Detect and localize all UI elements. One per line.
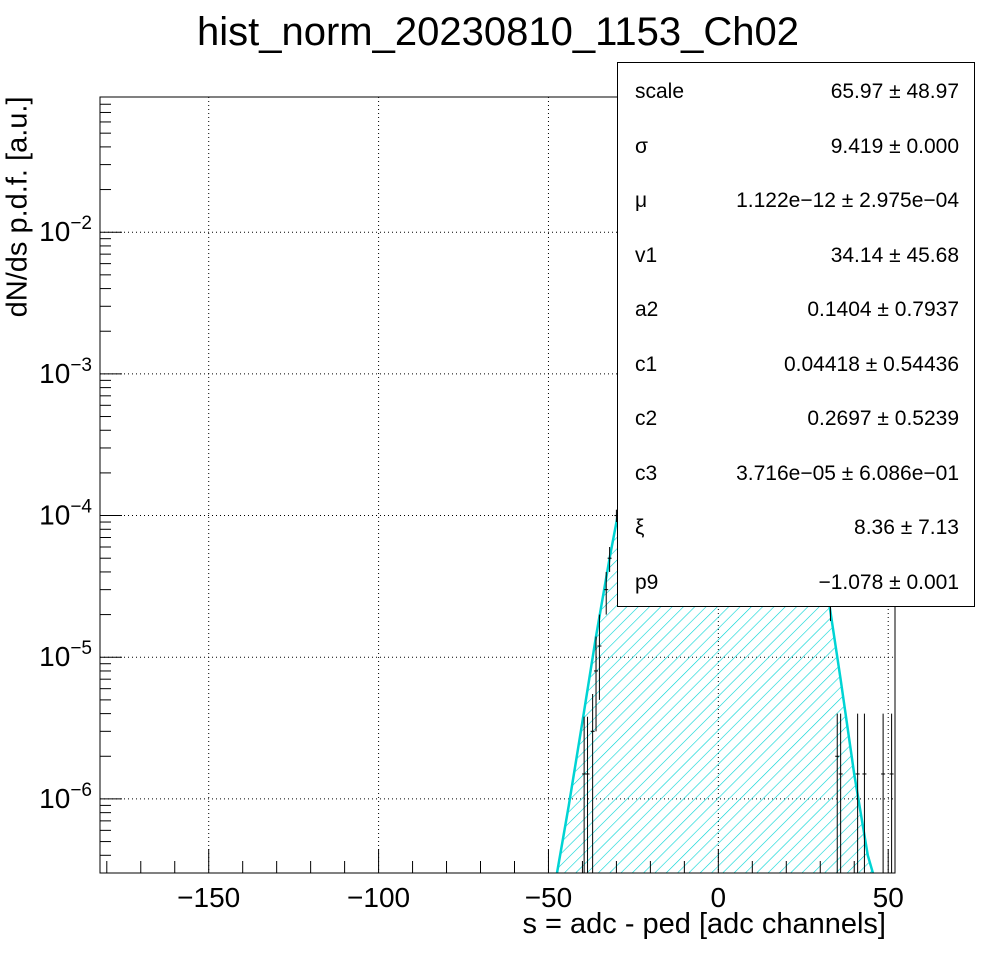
- stat-row: v1 34.14 ± 45.68: [618, 244, 976, 274]
- stat-row: p9 −1.078 ± 0.001: [618, 571, 976, 601]
- y-tick-label: 10−5: [39, 638, 92, 672]
- y-axis-label: dN/ds p.d.f. [a.u.]: [1, 96, 34, 318]
- stat-name: ξ: [635, 516, 645, 539]
- x-axis-label: s = adc - ped [adc channels]: [522, 908, 886, 940]
- stat-row: μ 1.122e−12 ± 2.975e−04: [618, 189, 976, 219]
- stat-name: a2: [635, 298, 659, 321]
- y-tick-label: 10−2: [39, 213, 92, 247]
- data-points-layer: [582, 509, 894, 873]
- y-tick-label: 10−3: [39, 355, 92, 389]
- x-tick-label: 0: [711, 882, 727, 913]
- stat-value: 9.419 ± 0.000: [830, 134, 959, 158]
- stat-name: p9: [635, 570, 659, 594]
- chart-title: hist_norm_20230810_1153_Ch02: [197, 10, 799, 54]
- stat-value: 3.716e−05 ± 6.086e−01: [736, 461, 959, 485]
- stat-row: scale 65.97 ± 48.97: [618, 80, 976, 110]
- stat-value: −1.078 ± 0.001: [818, 570, 959, 594]
- stat-name: c3: [635, 461, 658, 485]
- x-tick-label: 50: [873, 882, 904, 913]
- y-tick-label: 10−6: [39, 780, 92, 814]
- stat-name: μ: [635, 189, 648, 212]
- stat-name: scale: [635, 80, 685, 103]
- stat-row: ξ 8.36 ± 7.13: [618, 516, 976, 546]
- stat-row: a2 0.1404 ± 0.7937: [618, 298, 976, 328]
- x-tick-label: −100: [347, 882, 410, 913]
- stat-value: 8.36 ± 7.13: [854, 516, 959, 539]
- stat-name: σ: [635, 134, 648, 158]
- stat-value: 34.14 ± 45.68: [830, 243, 959, 267]
- stat-value: 0.1404 ± 0.7937: [807, 298, 959, 321]
- x-tick-label: −150: [177, 882, 240, 913]
- stat-value: 1.122e−12 ± 2.975e−04: [736, 189, 959, 212]
- stat-value: 0.04418 ± 0.54436: [783, 352, 959, 376]
- stat-name: c2: [635, 407, 658, 430]
- stat-name: c1: [635, 352, 658, 376]
- stat-value: 0.2697 ± 0.5239: [807, 407, 959, 430]
- stat-row: σ 9.419 ± 0.000: [618, 135, 976, 165]
- fit-stats-box: scale 65.97 ± 48.97 σ 9.419 ± 0.000 μ 1.122e−…: [617, 62, 975, 607]
- stat-name: v1: [635, 243, 658, 267]
- stat-row: c3 3.716e−05 ± 6.086e−01: [618, 462, 976, 492]
- stat-row: c2 0.2697 ± 0.5239: [618, 407, 976, 437]
- x-tick-label: −50: [525, 882, 573, 913]
- stat-value: 65.97 ± 48.97: [830, 80, 959, 103]
- y-tick-label: 10−4: [39, 497, 92, 531]
- stat-row: c1 0.04418 ± 0.54436: [618, 353, 976, 383]
